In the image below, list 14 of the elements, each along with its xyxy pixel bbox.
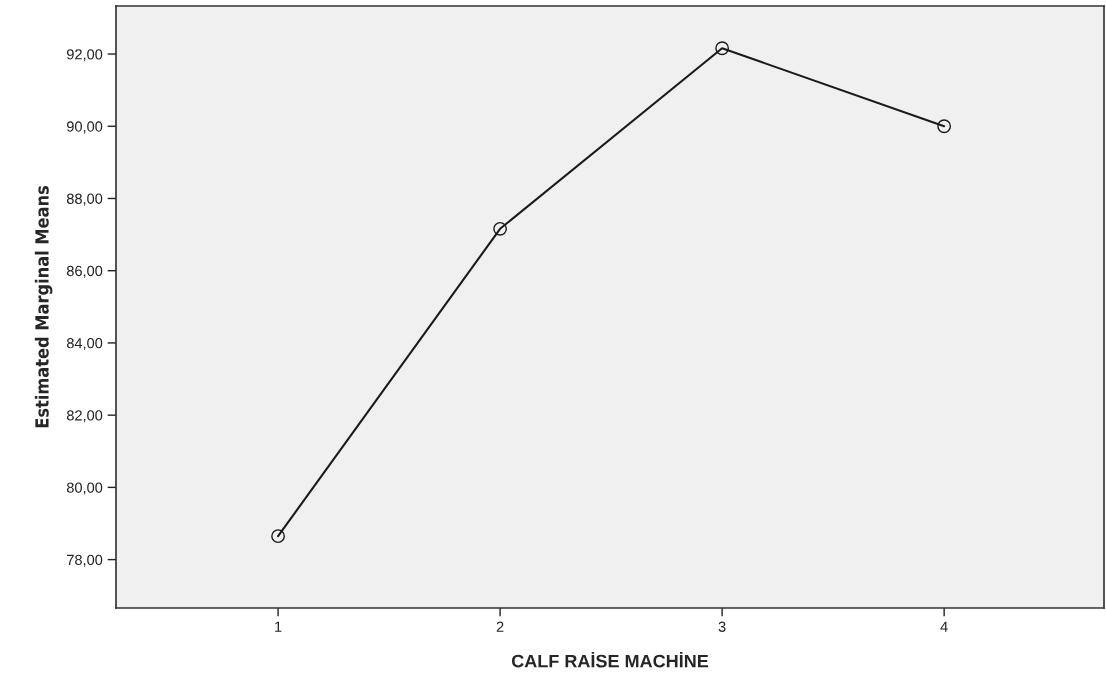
y-tick-label: 82,00 (66, 410, 103, 423)
y-tick-label: 78,00 (67, 554, 103, 567)
y-tick-label: 84,00 (66, 338, 103, 351)
y-axis-title: Estimated Marginal Means (34, 186, 53, 428)
x-axis-title: CALF RAİSE MACHİNE (511, 651, 709, 668)
x-tick-label: 3 (718, 621, 726, 632)
y-tick-label: 86,00 (66, 265, 103, 278)
y-tick-label: 80,00 (66, 482, 103, 495)
x-tick-label: 1 (275, 621, 282, 632)
y-tick-label: 92,00 (67, 49, 103, 62)
y-tick-label: 90,00 (67, 121, 103, 134)
x-tick-label: 2 (496, 621, 504, 632)
y-tick-label: 88,00 (66, 193, 103, 206)
x-tick-label: 4 (940, 621, 948, 632)
